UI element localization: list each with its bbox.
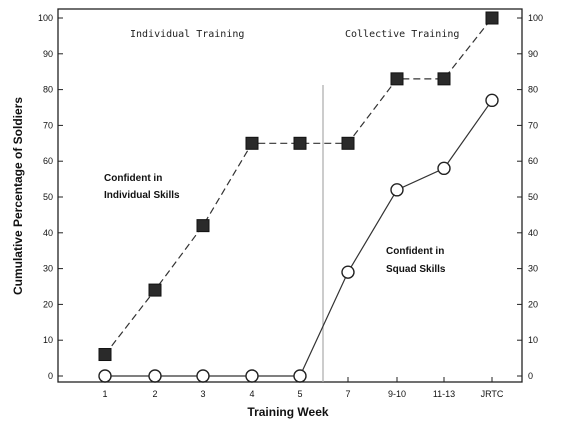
data-point-square [196,219,210,233]
x-tick-label: 5 [297,389,302,399]
x-tick-label: JRTC [481,389,504,399]
y-axis-right: 0 10 20 30 40 50 60 70 80 90 100 [517,13,543,381]
y-tick-label-right: 50 [528,192,538,202]
annotation-individual-line1: Confident in [104,173,162,184]
y-tick-label-left: 100 [38,13,53,23]
annotation-squad-line1: Confident in [386,246,444,257]
data-point-square [293,136,307,150]
data-point-square [245,136,259,150]
y-tick-label-right: 80 [528,85,538,95]
x-tick-label: 1 [102,389,107,399]
y-tick-label-left: 20 [43,299,53,309]
y-tick-label-right: 70 [528,120,538,130]
y-tick-label-left: 50 [43,192,53,202]
phase-label-individual: Individual Training [130,29,244,40]
y-tick-label-right: 20 [528,299,538,309]
data-point-square [98,348,112,362]
x-tick-label: 4 [249,389,254,399]
x-tick-label: 7 [345,389,350,399]
y-tick-label-left: 0 [48,371,53,381]
y-tick-label-left: 70 [43,120,53,130]
data-point-square [485,11,499,25]
x-axis: 1 2 3 4 5 7 9-10 11-13 JRTC [102,377,504,399]
data-point-circle [196,369,210,383]
annotation-squad-line2: Squad Skills [386,264,446,275]
y-tick-label-right: 90 [528,49,538,59]
y-tick-label-left: 30 [43,264,53,274]
data-point-square [390,72,404,86]
y-tick-label-left: 60 [43,156,53,166]
data-point-circle [437,161,451,176]
x-tick-label: 2 [152,389,157,399]
plot-frame [57,8,523,383]
x-axis-title: Training Week [247,405,328,419]
y-tick-label-right: 60 [528,156,538,166]
data-point-square [341,136,355,150]
phase-label-collective: Collective Training [345,29,459,40]
y-tick-label-right: 30 [528,264,538,274]
x-tick-label: 3 [200,389,205,399]
y-tick-label-left: 80 [43,85,53,95]
data-point-circle [245,369,259,383]
data-point-square [148,283,162,297]
y-tick-label-right: 100 [528,13,543,23]
data-point-circle [485,93,499,108]
data-point-square [437,72,451,86]
y-axis-title: Cumulative Percentage of Soldiers [11,97,25,295]
data-point-circle [390,183,404,197]
y-tick-label-right: 0 [528,371,533,381]
annotation-individual-line2: Individual Skills [104,190,180,201]
y-axis-left: 0 10 20 30 40 50 60 70 80 90 100 [38,13,63,381]
series-line-1 [104,17,493,355]
y-tick-label-left: 40 [43,228,53,238]
data-point-circle [148,369,162,383]
y-tick-label-right: 10 [528,335,538,345]
y-tick-label-left: 10 [43,335,53,345]
x-tick-label: 11-13 [433,389,455,399]
y-tick-label-right: 40 [528,228,538,238]
x-tick-label: 9-10 [388,389,406,399]
data-point-circle [98,369,112,383]
y-tick-label-left: 90 [43,49,53,59]
data-point-circle [293,369,307,383]
series-layer [98,11,499,383]
data-point-circle [341,265,355,279]
